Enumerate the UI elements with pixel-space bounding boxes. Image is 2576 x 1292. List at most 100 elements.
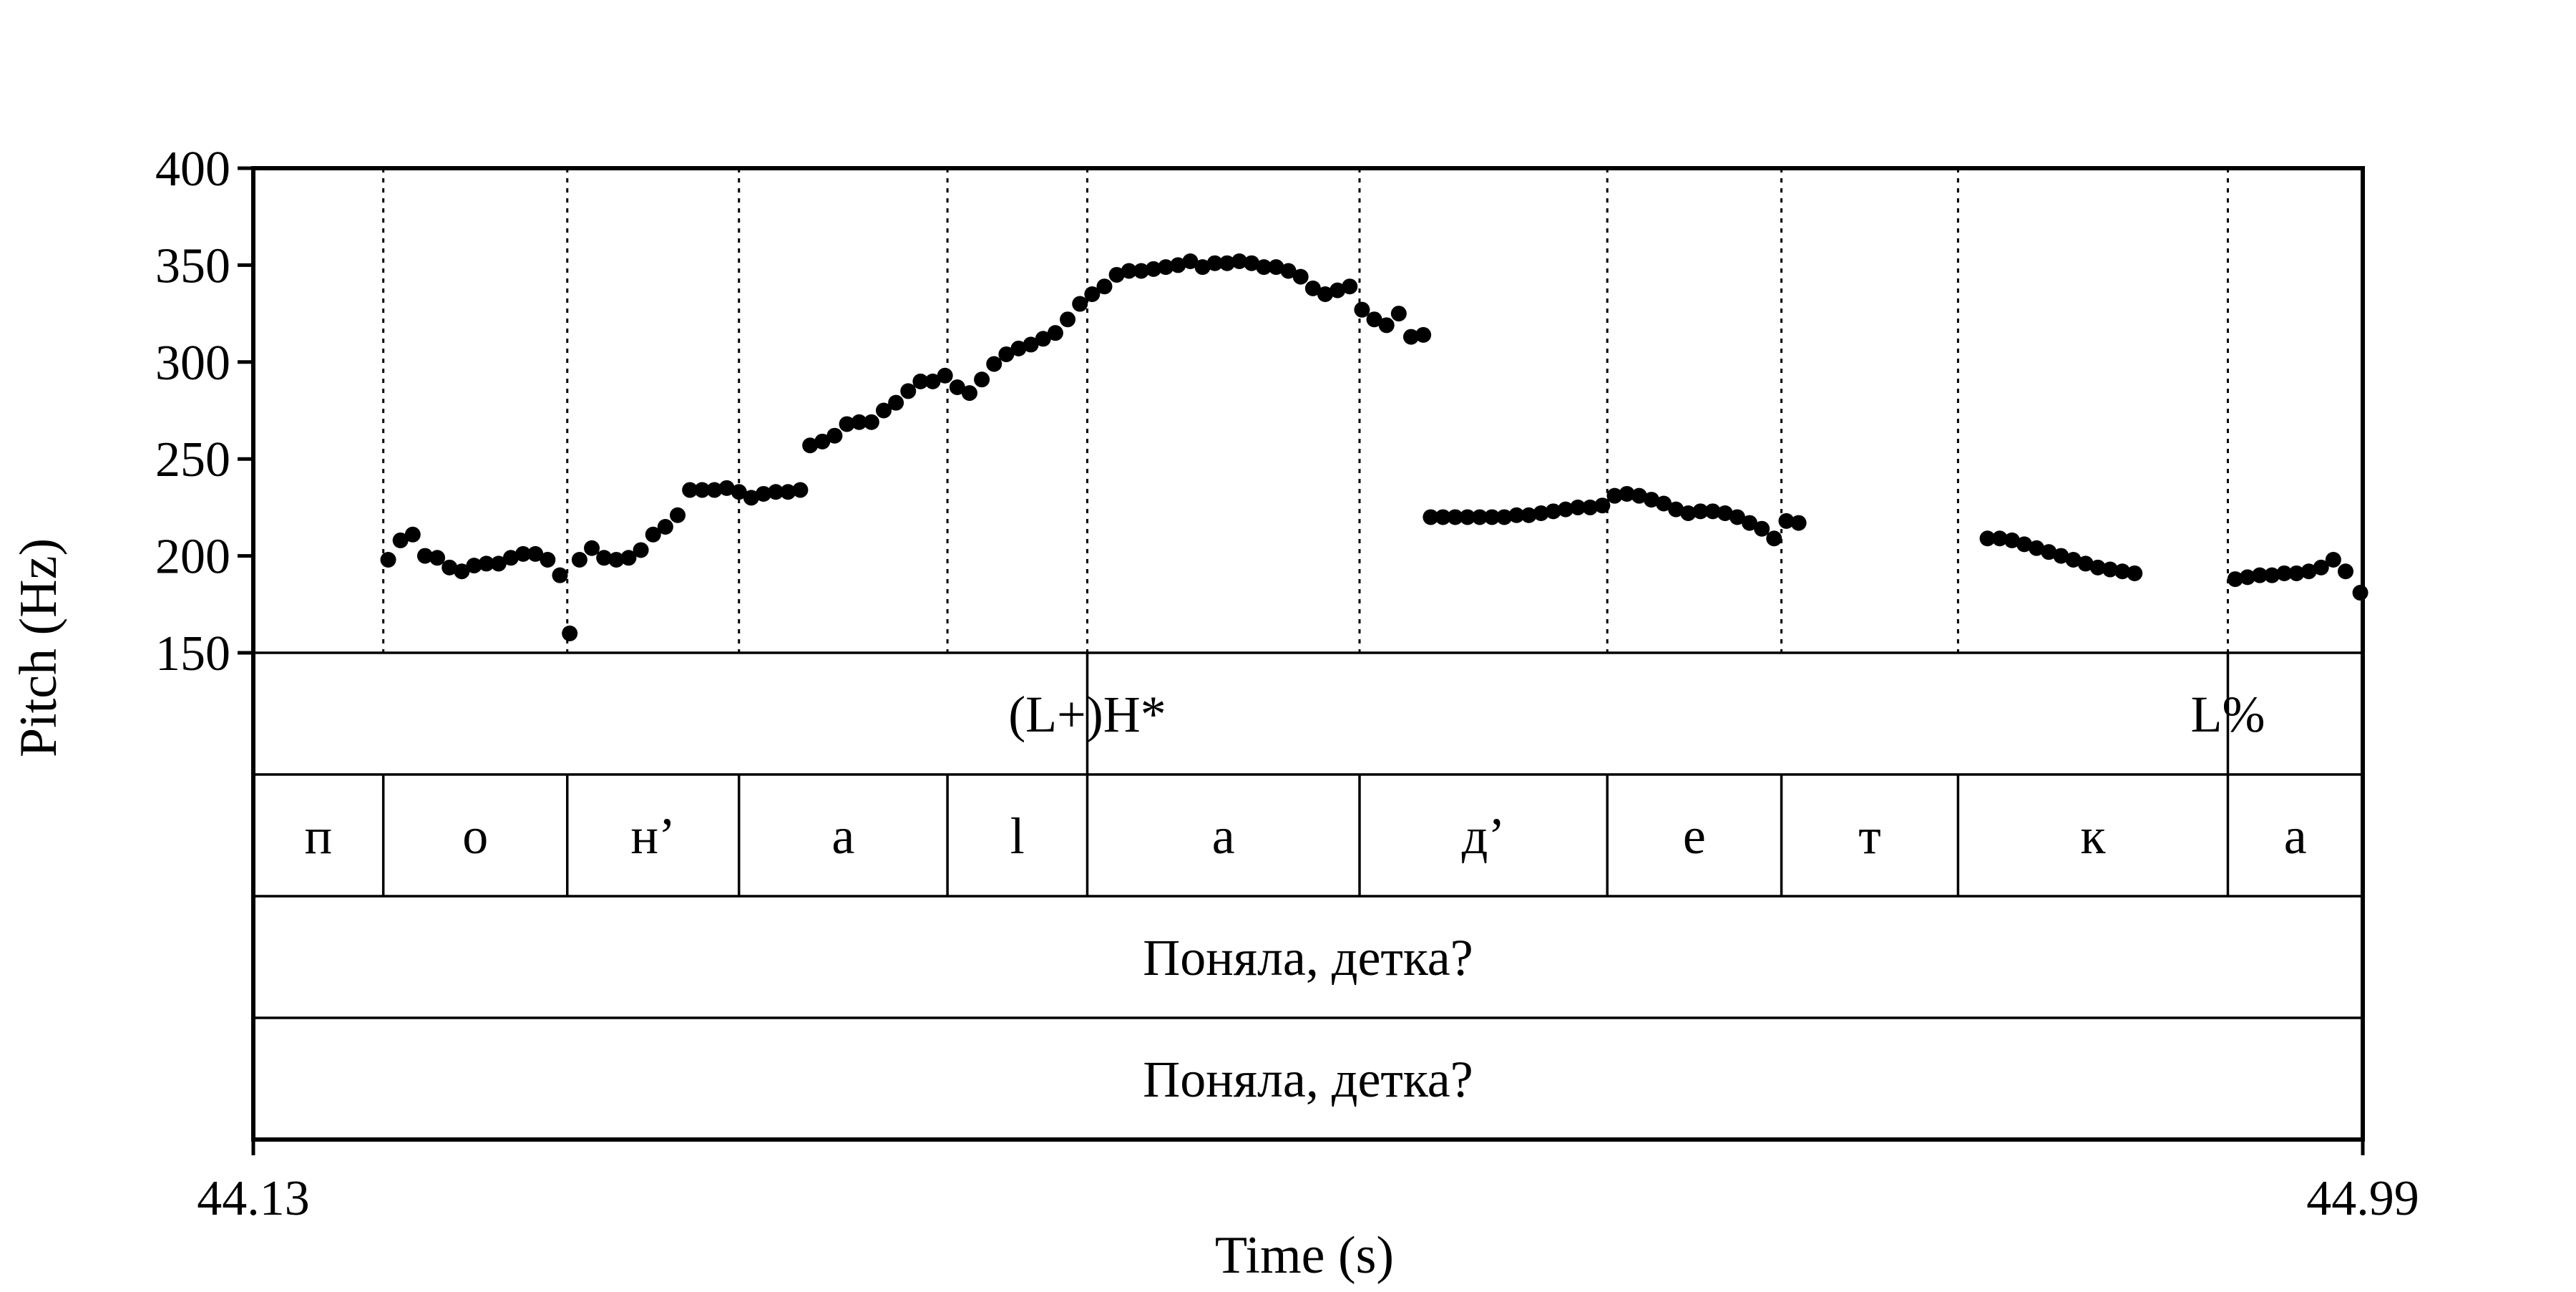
segment-label: l bbox=[1010, 807, 1025, 865]
x-tick-label: 44.99 bbox=[2306, 1171, 2419, 1226]
segment-label: д’ bbox=[1462, 807, 1506, 865]
segment-label: н’ bbox=[630, 807, 675, 865]
pitch-point bbox=[1423, 509, 1439, 525]
pitch-point bbox=[2338, 563, 2354, 580]
pitch-point bbox=[454, 563, 470, 580]
pitch-point bbox=[1023, 336, 1039, 353]
pitch-point bbox=[900, 383, 917, 399]
pitch-point bbox=[416, 548, 433, 564]
pitch-point bbox=[2016, 536, 2032, 553]
pitch-point bbox=[1244, 255, 1260, 271]
pitch-point bbox=[1521, 507, 1537, 523]
pitch-point bbox=[1729, 509, 1745, 525]
pitch-point bbox=[682, 482, 698, 498]
pitch-point bbox=[743, 490, 759, 506]
pitch-point bbox=[502, 550, 519, 566]
pitch-point bbox=[2352, 585, 2368, 601]
pitch-point bbox=[1133, 263, 1149, 279]
pitch-point bbox=[912, 373, 929, 389]
utterance-label: Поняла, детка? bbox=[1143, 929, 1473, 986]
pitch-point bbox=[1060, 311, 1076, 328]
pitch-point bbox=[1692, 503, 1709, 520]
pitch-point bbox=[756, 485, 772, 502]
pitch-point bbox=[1304, 280, 1321, 296]
y-tick-label: 300 bbox=[155, 336, 230, 391]
pitch-point bbox=[596, 550, 613, 566]
axes: 150 200 250 300 350 400 44.13 44.99 bbox=[155, 142, 2419, 1226]
pitch-point bbox=[2053, 548, 2069, 564]
pitch-point bbox=[2301, 563, 2317, 580]
pitch-point bbox=[924, 373, 941, 389]
pitch-point bbox=[863, 414, 879, 430]
pitch-point bbox=[571, 552, 587, 568]
pitch-point bbox=[562, 625, 578, 641]
pitch-point bbox=[986, 356, 1002, 372]
pitch-point bbox=[1606, 487, 1623, 504]
pitch-point bbox=[1182, 253, 1199, 269]
pitch-point bbox=[2102, 561, 2118, 578]
annotation-tiers: (L+)H* L% п о н’ а l а д’ е т к а Поняла, детка? Понял… bbox=[305, 653, 2307, 1108]
pitch-point bbox=[1790, 515, 1807, 531]
pitch-point bbox=[2029, 540, 2045, 556]
y-axis-title: Pitch (Hz) bbox=[9, 538, 68, 757]
pitch-point bbox=[2041, 544, 2057, 560]
pitch-point bbox=[1354, 301, 1370, 318]
pitch-point bbox=[1231, 253, 1248, 269]
pitch-point bbox=[998, 346, 1015, 362]
pitch-point bbox=[1447, 509, 1463, 525]
pitch-point bbox=[1991, 530, 2008, 547]
pitch-point bbox=[1108, 266, 1125, 283]
pitch-point bbox=[768, 484, 784, 500]
pitch-point bbox=[1146, 261, 1162, 277]
pitch-point bbox=[1378, 317, 1395, 334]
pitch-point bbox=[1643, 492, 1659, 508]
pitch-point bbox=[2239, 569, 2255, 586]
pitch-point bbox=[1484, 509, 1501, 525]
pitch-point bbox=[1084, 286, 1101, 303]
pitch-point bbox=[814, 433, 831, 450]
pitch-point bbox=[380, 552, 396, 568]
segment-label: а bbox=[1212, 807, 1235, 865]
pitch-point bbox=[478, 555, 494, 572]
segment-label: а bbox=[2284, 807, 2307, 865]
pitch-point bbox=[2276, 565, 2293, 581]
pitch-point bbox=[1035, 331, 1051, 347]
pitch-point bbox=[718, 480, 735, 496]
pitch-point bbox=[670, 507, 686, 523]
pitch-point bbox=[2227, 571, 2243, 588]
pitch-point bbox=[2252, 567, 2268, 583]
segment-label: к bbox=[2080, 807, 2106, 865]
pitch-point bbox=[1459, 509, 1475, 525]
pitch-point bbox=[1570, 499, 1586, 515]
pitch-point bbox=[1366, 311, 1382, 328]
pitch-point bbox=[392, 532, 409, 548]
pitch-point bbox=[1668, 501, 1684, 518]
pitch-point bbox=[2089, 559, 2106, 575]
pitch-point bbox=[1158, 259, 1174, 276]
pitch-point bbox=[552, 567, 568, 583]
pitch-point bbox=[2325, 552, 2341, 568]
pitch-point bbox=[404, 526, 421, 543]
pitch-point bbox=[527, 545, 544, 562]
pitch-point bbox=[490, 555, 507, 572]
pitch-point bbox=[1582, 499, 1599, 515]
pitch-points bbox=[380, 253, 2368, 641]
pitch-point bbox=[1415, 326, 1432, 343]
pitch-point bbox=[620, 550, 637, 566]
pitch-point bbox=[1047, 325, 1063, 341]
pitch-point bbox=[888, 394, 904, 411]
pitch-point bbox=[1342, 278, 1358, 295]
pitch-point bbox=[1072, 296, 1088, 312]
y-tick-label: 150 bbox=[155, 626, 230, 681]
pitch-point bbox=[1533, 505, 1549, 522]
pitch-point bbox=[2077, 555, 2094, 572]
pitch-point bbox=[694, 482, 711, 498]
pitch-point bbox=[584, 540, 600, 556]
pitch-point bbox=[608, 552, 625, 568]
pitch-point bbox=[1268, 259, 1284, 276]
pitch-point bbox=[2288, 565, 2305, 581]
pitch-point bbox=[441, 559, 458, 575]
x-axis-title: Time (s) bbox=[1215, 1226, 1394, 1285]
pitch-point bbox=[826, 427, 843, 444]
pitch-point bbox=[1206, 255, 1223, 271]
